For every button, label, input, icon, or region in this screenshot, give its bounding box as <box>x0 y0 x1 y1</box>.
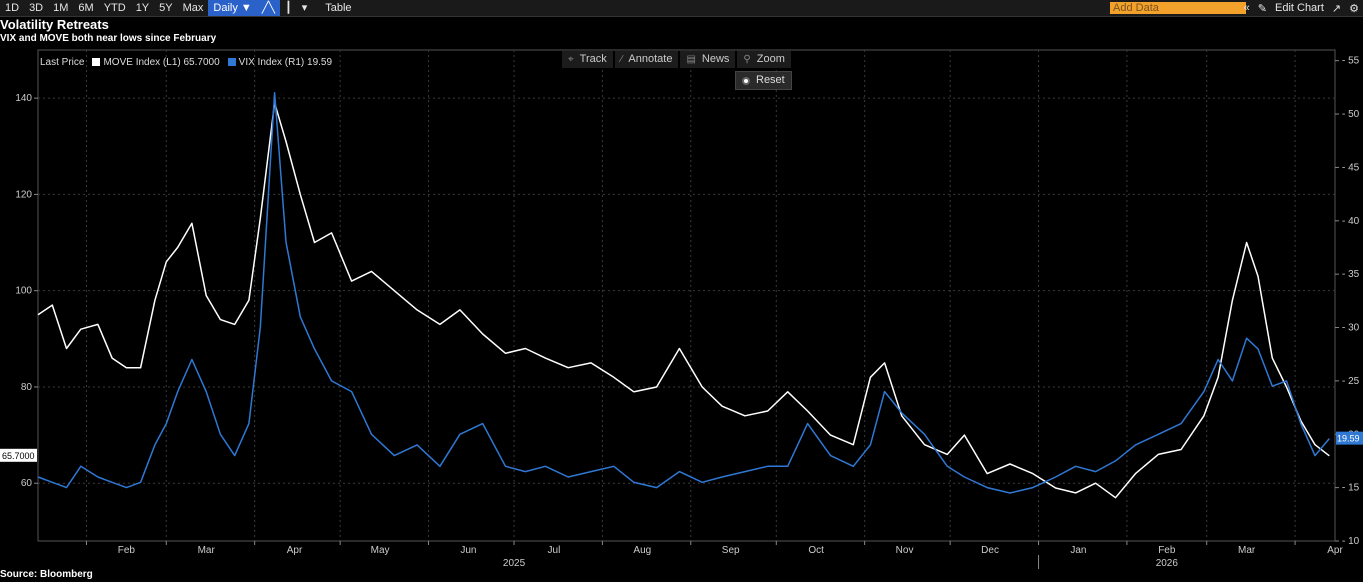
range-1m-button[interactable]: 1M <box>53 2 69 14</box>
legend-move-label: MOVE Index (L1) 65.7000 <box>103 56 220 68</box>
last-value-left-tag <box>0 448 37 462</box>
last-value-right-label: 19.59 <box>1337 434 1360 444</box>
range-buttons: 1D 3D 1M 6M YTD 1Y 5Y Max Daily ▼ ╱╲ ┃ ▾… <box>0 0 357 16</box>
y-right-tick-label: - 40 <box>1342 216 1360 227</box>
y-right-tick-label: - 15 <box>1342 483 1360 494</box>
x-tick-label: Jan <box>1070 545 1086 556</box>
legend: Last Price MOVE Index (L1) 65.7000 VIX I… <box>40 54 332 70</box>
range-6m-button[interactable]: 6M <box>78 2 94 14</box>
range-1d-button[interactable]: 1D <box>5 2 20 14</box>
annotate-button[interactable]: ∕ Annotate <box>614 51 679 68</box>
y-right-tick-label: - 30 <box>1342 323 1360 334</box>
last-value-right-tag <box>1336 431 1363 445</box>
y-left-tick-label: 60 <box>21 478 33 489</box>
legend-prefix: Last Price <box>40 56 85 68</box>
news-button[interactable]: ▤ News <box>680 51 736 68</box>
y-left-tick-label: 120 <box>15 189 32 200</box>
add-data-input[interactable] <box>1110 2 1246 14</box>
toolbar-right: « ✎ Edit Chart ↗ ⚙ <box>1240 0 1363 16</box>
news-icon: ▤ <box>686 54 696 65</box>
x-tick-label: Apr <box>287 545 303 556</box>
chart-type-chevron-icon[interactable]: ▾ <box>301 2 308 14</box>
frequency-dropdown[interactable]: Daily ▼ <box>208 0 257 16</box>
x-tick-label: Nov <box>896 545 914 556</box>
range-3d-button[interactable]: 3D <box>29 2 44 14</box>
gear-icon[interactable]: ⚙ <box>1349 2 1359 15</box>
y-right-tick-label: - 35 <box>1342 269 1360 280</box>
toolbar: 1D 3D 1M 6M YTD 1Y 5Y Max Daily ▼ ╱╲ ┃ ▾… <box>0 0 1363 17</box>
plot-frame <box>37 49 1336 542</box>
y-right-tick-label: - 10 <box>1342 536 1360 547</box>
x-tick-label: Sep <box>722 545 740 556</box>
pencil-icon[interactable]: ✎ <box>1257 2 1267 15</box>
track-button[interactable]: ⌖ Track <box>562 51 613 68</box>
chart-subtitle: VIX and MOVE both near lows since Februa… <box>0 33 217 44</box>
chart-settings-icon[interactable]: ↗ <box>1331 2 1342 15</box>
legend-vix-swatch <box>227 58 236 66</box>
crosshair-icon: ⌖ <box>568 54 574 65</box>
reset-button[interactable]: Reset <box>735 71 792 90</box>
line-chart-icon[interactable]: ╱╲ <box>256 0 281 16</box>
x-tick-label: Aug <box>633 545 651 556</box>
x-tick-label: Mar <box>198 545 216 556</box>
y-right-tick-label: - 45 <box>1342 162 1360 173</box>
collapse-icon[interactable]: « <box>1243 2 1250 14</box>
x-tick-label: Jun <box>460 545 476 556</box>
y-right-tick-label: - 50 <box>1342 109 1360 120</box>
bar-chart-icon[interactable]: ┃ <box>285 2 292 14</box>
zoom-button[interactable]: ⚲ Zoom <box>737 51 791 68</box>
x-tick-label: Apr <box>1327 545 1343 556</box>
y-left-tick-label: 100 <box>15 286 32 297</box>
x-tick-label: Feb <box>1158 545 1176 556</box>
x-tick-label: Mar <box>1238 545 1256 556</box>
vix-index-line <box>37 91 1330 494</box>
table-button[interactable]: Table <box>325 2 352 14</box>
range-5y-button[interactable]: 5Y <box>159 2 173 14</box>
move-index-line <box>37 102 1330 499</box>
reset-icon <box>742 76 750 85</box>
x-tick-label: Dec <box>981 545 999 556</box>
y-left-tick-label: 140 <box>15 93 32 104</box>
legend-move-swatch <box>92 58 101 66</box>
annotate-icon: ∕ <box>620 54 623 65</box>
x-tick-label: Jul <box>548 545 561 556</box>
edit-chart-button[interactable]: Edit Chart <box>1274 2 1324 14</box>
range-ytd-button[interactable]: YTD <box>103 2 126 14</box>
last-value-left-label: 65.7000 <box>2 451 35 461</box>
range-max-button[interactable]: Max <box>182 2 204 14</box>
x-year-label: 2026 <box>1156 558 1179 569</box>
x-tick-label: Feb <box>118 545 136 556</box>
magnifier-icon: ⚲ <box>743 54 751 65</box>
x-year-label: 2025 <box>503 558 526 569</box>
source-note: Source: Bloomberg <box>0 569 93 580</box>
legend-vix-label: VIX Index (R1) 19.59 <box>238 56 333 68</box>
x-tick-label: May <box>371 545 390 556</box>
chart-tools: ⌖ Track ∕ Annotate ▤ News ⚲ Zoom <box>562 51 793 68</box>
y-left-tick-label: 80 <box>21 382 33 393</box>
y-right-tick-label: - 25 <box>1342 376 1360 387</box>
chart-title: Volatility Retreats <box>0 17 109 32</box>
y-right-tick-label: - 55 <box>1342 56 1360 67</box>
range-1y-button[interactable]: 1Y <box>135 2 150 14</box>
x-tick-label: Oct <box>808 545 824 556</box>
